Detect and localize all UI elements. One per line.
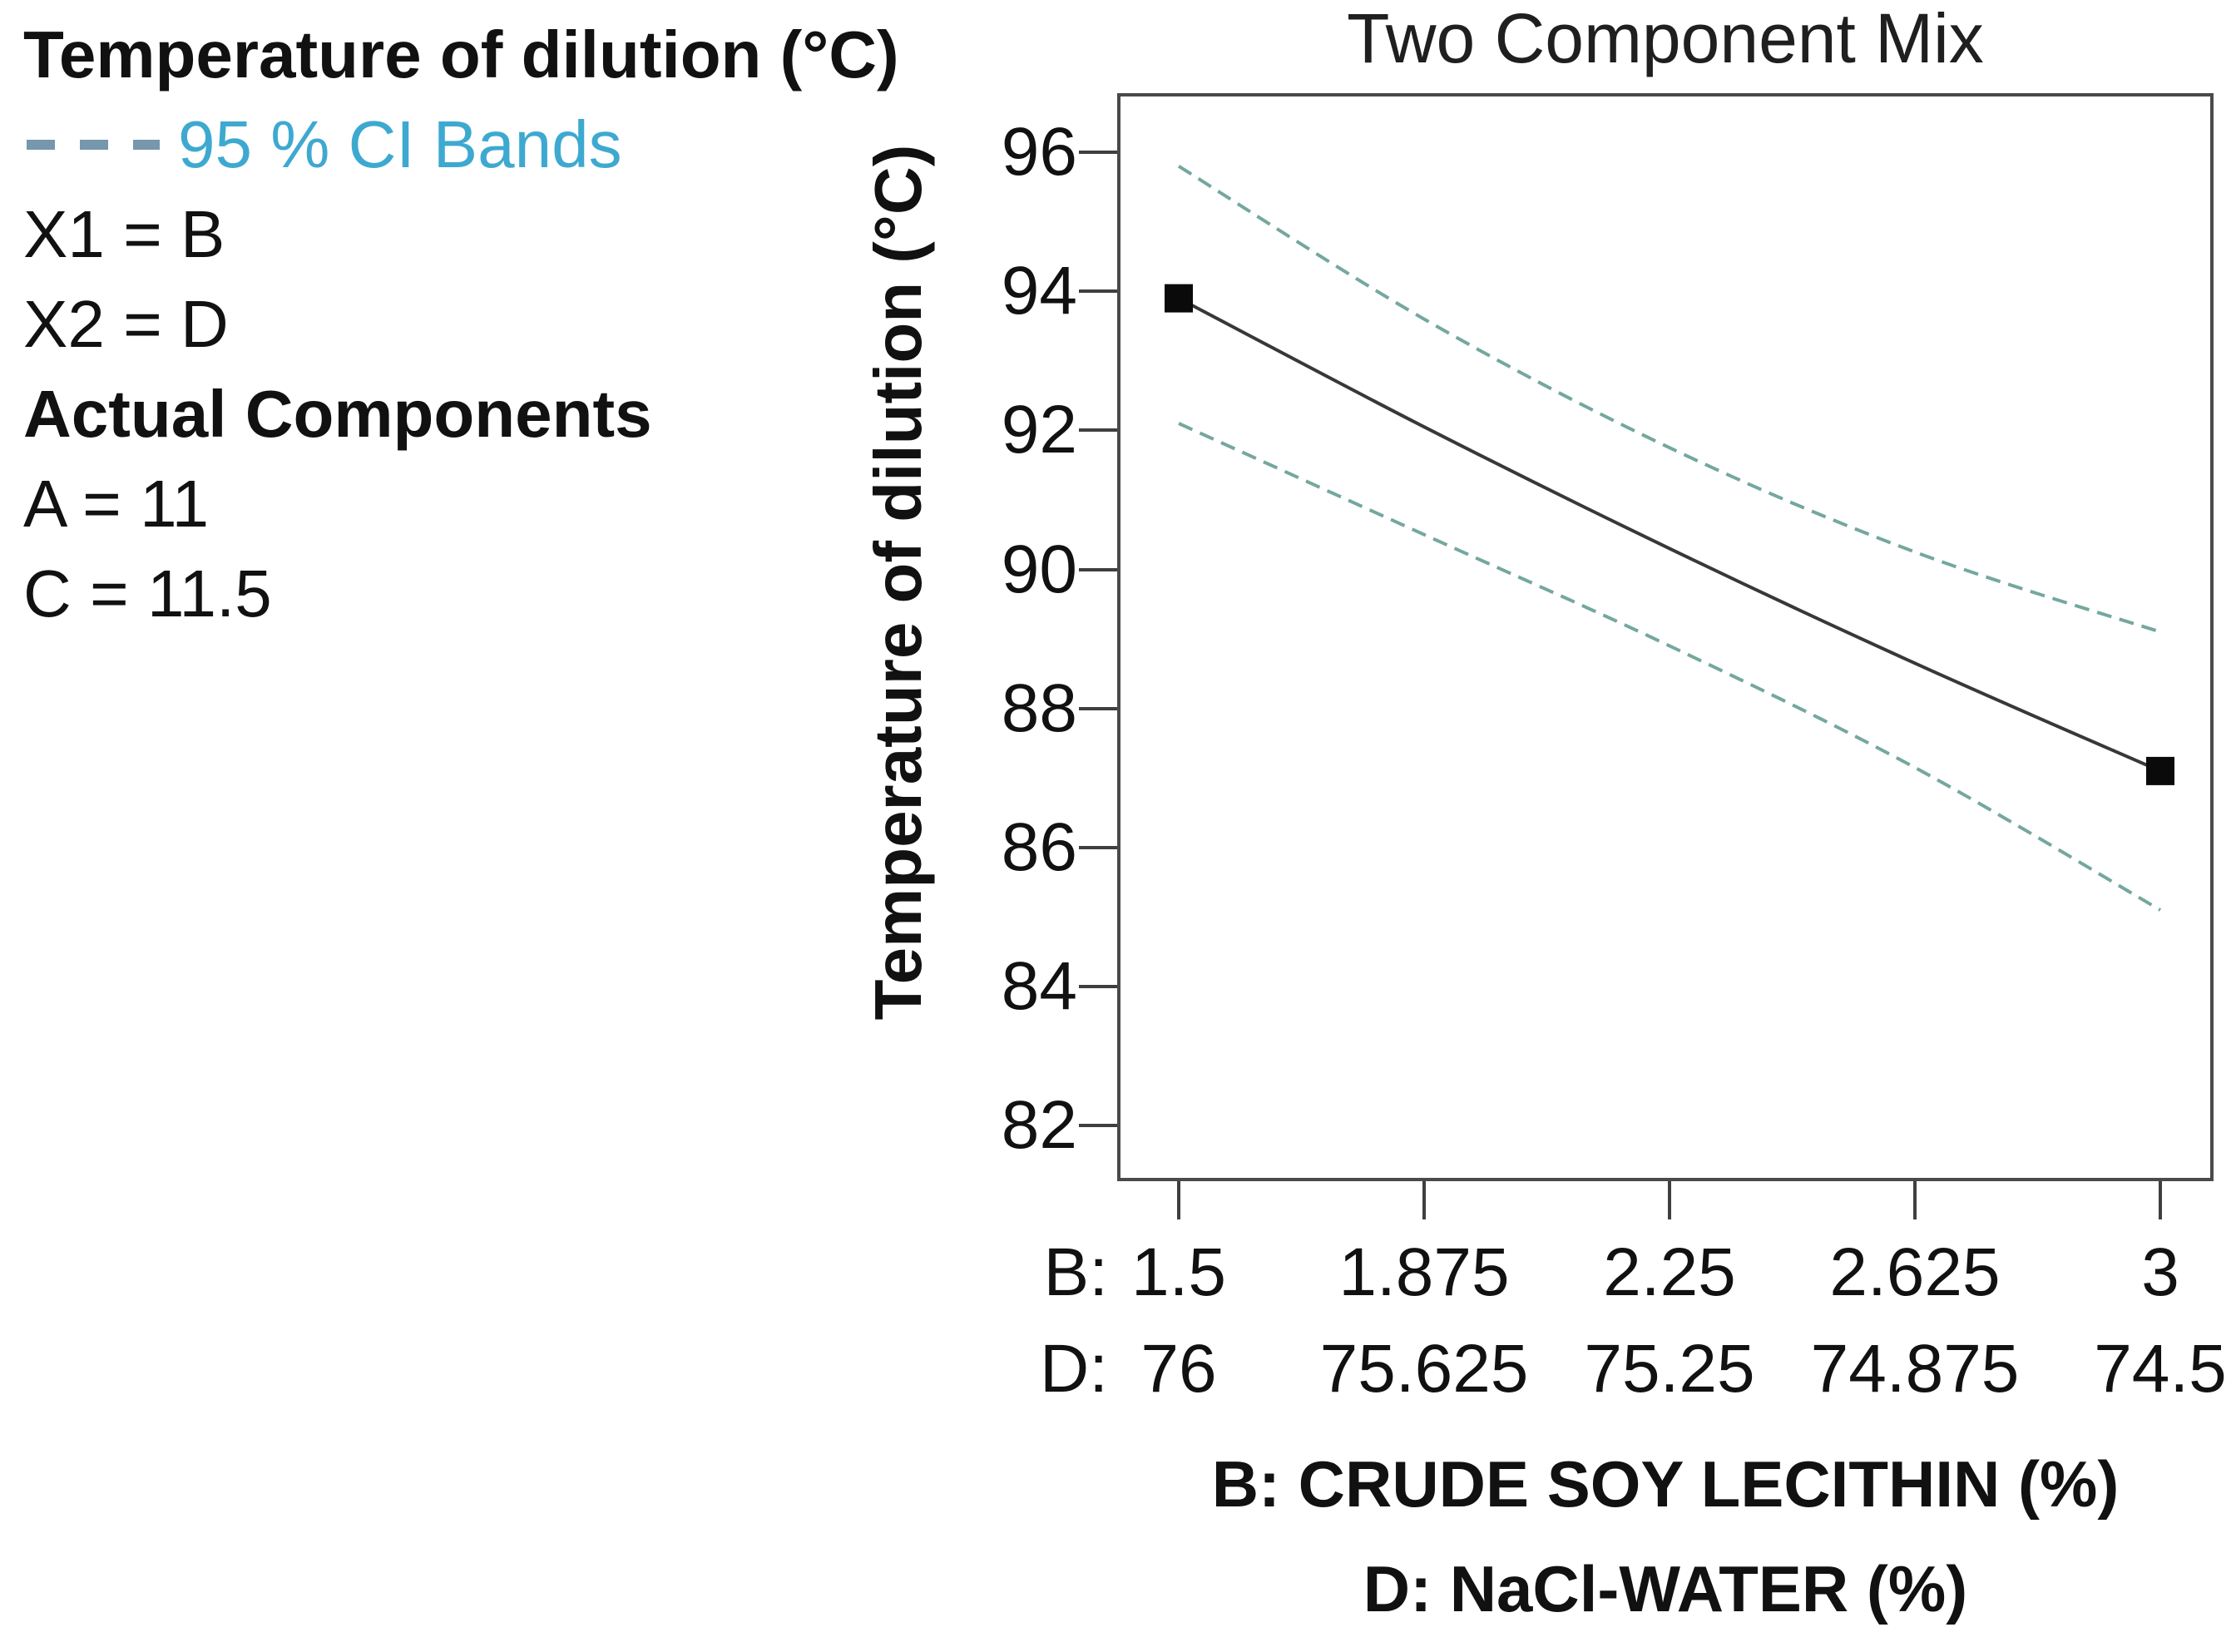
x-axis-title-line1: B: CRUDE SOY LECITHIN (%) — [1211, 1447, 2120, 1521]
x-tick-label-b: 2.625 — [1829, 1234, 2001, 1310]
x-tick-label-d: 74.5 — [2094, 1331, 2227, 1407]
y-tick-mark — [1079, 706, 1117, 710]
legend-ci-label: 95 % CI Bands — [178, 107, 622, 181]
y-tick-mark — [1079, 428, 1117, 433]
y-tick-label: 92 — [1001, 392, 1077, 468]
y-tick-label: 96 — [1001, 114, 1077, 190]
ci-lower-band — [1178, 422, 2162, 912]
legend-x1: X1 = B — [23, 197, 225, 271]
endpoint-marker-left — [1165, 284, 1193, 313]
endpoint-marker-right — [2146, 756, 2174, 785]
legend-x2: X2 = D — [23, 287, 229, 361]
x-tick-mark — [2159, 1181, 2162, 1219]
legend-actual-components-title: Actual Components — [23, 377, 652, 451]
legend-component-c: C = 11.5 — [23, 556, 272, 631]
y-tick-mark — [1079, 1124, 1117, 1128]
x-axis-d-prefix: D: — [1040, 1331, 1108, 1407]
ci-dash-sample-icon — [27, 140, 160, 150]
x-tick-mark — [1913, 1181, 1917, 1219]
y-tick-label: 94 — [1001, 253, 1077, 329]
y-tick-mark — [1079, 151, 1117, 155]
x-tick-mark — [1177, 1181, 1180, 1219]
x-tick-label-b: 2.25 — [1603, 1234, 1736, 1310]
y-tick-label: 88 — [1001, 670, 1077, 746]
x-tick-label-d: 75.25 — [1584, 1331, 1755, 1407]
x-tick-label-b: 3 — [2141, 1234, 2179, 1310]
ci-upper-band — [1177, 165, 2161, 634]
legend-component-a: A = 11 — [23, 467, 210, 541]
x-tick-label-b: 1.875 — [1338, 1234, 1510, 1310]
chart-title: Two Component Mix — [1347, 0, 1984, 77]
predicted-mean-line — [1178, 296, 2161, 773]
x-tick-mark — [1422, 1181, 1426, 1219]
y-tick-mark — [1079, 845, 1117, 849]
y-tick-label: 86 — [1001, 809, 1077, 885]
y-tick-label: 90 — [1001, 531, 1077, 607]
legend-response-title: Temperature of dilution (°C) — [23, 17, 899, 92]
x-tick-label-d: 76 — [1140, 1331, 1217, 1407]
plot-border — [1117, 93, 2214, 1181]
x-tick-label-d: 74.875 — [1810, 1331, 2020, 1407]
plot-area — [1117, 93, 2214, 1181]
y-tick-mark — [1079, 984, 1117, 988]
y-tick-mark — [1079, 567, 1117, 571]
legend-block: Temperature of dilution (°C) 95 % CI Ban… — [23, 10, 899, 639]
legend-ci-entry: 95 % CI Bands — [23, 100, 899, 190]
y-tick-label: 84 — [1001, 947, 1077, 1024]
x-tick-label-b: 1.5 — [1131, 1234, 1226, 1310]
y-tick-label: 82 — [1001, 1087, 1077, 1164]
x-tick-label-d: 75.625 — [1319, 1331, 1529, 1407]
y-tick-mark — [1079, 289, 1117, 294]
x-axis-title-line2: D: NaCl-WATER (%) — [1363, 1552, 1968, 1625]
x-tick-mark — [1668, 1181, 1671, 1219]
x-axis-b-prefix: B: — [1043, 1234, 1108, 1310]
